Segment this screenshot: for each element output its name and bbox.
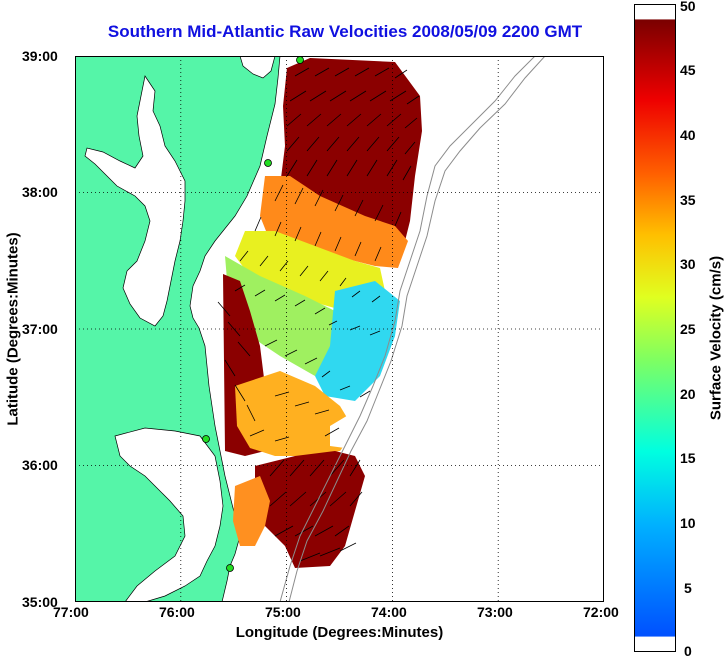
x-tick-label: 76:00 xyxy=(159,604,195,620)
chesapeake-bay xyxy=(84,75,186,327)
station-marker xyxy=(264,159,272,167)
x-tick-label: 73:00 xyxy=(477,604,513,620)
y-tick-label: 39:00 xyxy=(22,48,58,64)
colorbar-tick-label: 35 xyxy=(680,192,696,208)
x-tick-label: 77:00 xyxy=(53,604,89,620)
colorbar-tick-label: 50 xyxy=(680,0,696,14)
colorbar-tick-label: 25 xyxy=(680,321,696,337)
delaware-bay xyxy=(239,56,276,79)
y-tick-label: 38:00 xyxy=(22,184,58,200)
y-tick-label: 37:00 xyxy=(22,321,58,337)
station-marker xyxy=(226,564,234,572)
x-axis-label: Longitude (Degrees:Minutes) xyxy=(235,624,444,641)
velocity-field-hole xyxy=(330,411,360,448)
x-tick-label: 75:00 xyxy=(265,604,301,620)
colorbar-tick-label: 30 xyxy=(680,256,696,272)
station-marker xyxy=(296,56,304,64)
colorbar-tick-label: 20 xyxy=(680,386,696,402)
y-tick-label: 36:00 xyxy=(22,457,58,473)
x-tick-label: 74:00 xyxy=(371,604,407,620)
map-title: Southern Mid-Atlantic Raw Velocities 200… xyxy=(107,22,583,41)
colorbar-tick-label: 45 xyxy=(680,62,696,78)
colorbar-tick-label: 0 xyxy=(684,643,692,659)
map-grid xyxy=(75,56,604,602)
velocity-vectors xyxy=(217,67,420,562)
colorbar-tick-label: 40 xyxy=(680,127,696,143)
map-plot xyxy=(75,56,604,602)
velocity-field-south-orange xyxy=(233,476,270,546)
velocity-field-mid xyxy=(235,371,355,456)
bathymetry-contour xyxy=(279,56,536,602)
radar-stations xyxy=(202,56,304,572)
y-axis-label: Latitude (Degrees:Minutes) xyxy=(4,232,22,426)
x-tick-label: 72:00 xyxy=(583,604,619,620)
colorbar xyxy=(634,4,676,652)
plot-border xyxy=(75,56,604,602)
colorbar-tick-label: 10 xyxy=(680,515,696,531)
y-tick-label: 35:00 xyxy=(22,594,58,610)
colorbar-tick-label: 5 xyxy=(684,580,692,596)
pamlico-sound xyxy=(114,427,224,602)
station-marker xyxy=(202,435,210,443)
land-mass xyxy=(75,56,281,602)
colorbar-tick-label: 15 xyxy=(680,450,696,466)
bathymetry-contour-2 xyxy=(288,56,546,602)
colorbar-label: Surface Velocity (cm/s) xyxy=(707,255,724,421)
